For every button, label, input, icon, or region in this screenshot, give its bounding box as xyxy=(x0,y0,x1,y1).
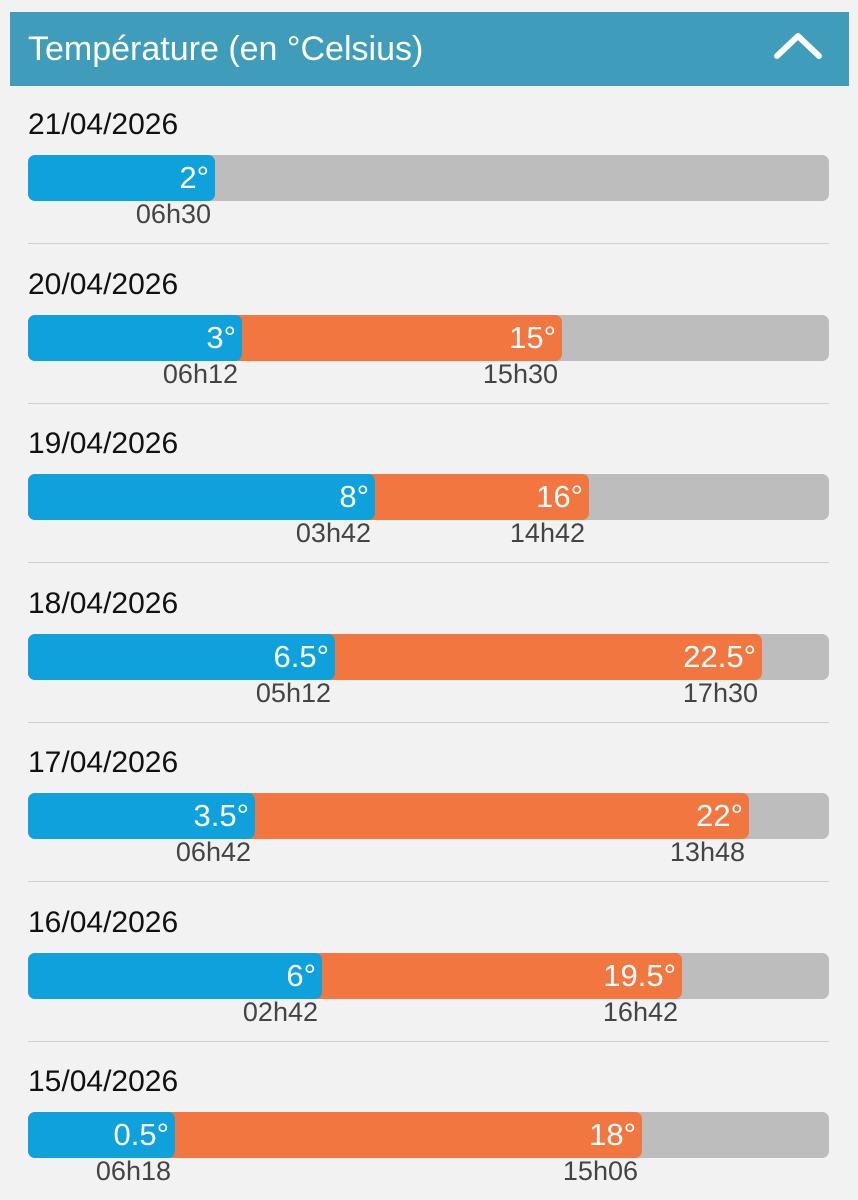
min-temp-segment xyxy=(28,793,255,839)
row-divider xyxy=(28,402,829,404)
min-temp-segment xyxy=(28,1112,175,1158)
min-temp-time: 03h42 xyxy=(295,518,371,548)
row-divider xyxy=(28,721,829,723)
temperature-bar: 15° 3° xyxy=(28,314,829,361)
chevron-up-icon[interactable] xyxy=(773,30,823,60)
max-temp-label: 18° xyxy=(589,1117,636,1152)
max-temp-time: 15h06 xyxy=(562,1156,638,1186)
temperature-panel: Température (en °Celsius) 21/04/2026 2° 06… xyxy=(10,12,849,1200)
min-temp-segment xyxy=(28,155,215,201)
temperature-bar: 2° xyxy=(28,155,829,201)
min-temp-segment xyxy=(28,314,242,361)
day-row: 16/04/2026 19.5° 6° 02h42 16h42 xyxy=(10,884,849,1044)
max-temp-label: 15° xyxy=(509,319,556,355)
min-temp-label: 2° xyxy=(179,160,209,195)
day-row: 20/04/2026 15° 3° 06h12 15h30 xyxy=(10,246,849,406)
day-row: 17/04/2026 22° 3.5° 06h42 13h48 xyxy=(10,724,849,884)
min-temp-time: 06h18 xyxy=(95,1156,171,1186)
min-temp-label: 3° xyxy=(206,319,236,355)
min-temp-time: 06h42 xyxy=(175,837,251,867)
panel-title: Température (en °Celsius) xyxy=(28,30,424,68)
day-date: 20/04/2026 xyxy=(28,267,179,301)
max-temp-label: 22° xyxy=(696,798,743,833)
row-divider xyxy=(28,243,829,244)
min-temp-segment xyxy=(28,474,375,520)
day-row: 19/04/2026 16° 8° 03h42 14h42 xyxy=(10,405,849,565)
min-temp-label: 0.5° xyxy=(113,1117,170,1152)
day-row: 15/04/2026 18° 0.5° 06h18 15h06 xyxy=(10,1043,849,1200)
panel-header[interactable]: Température (en °Celsius) xyxy=(10,12,849,86)
max-temp-time: 14h42 xyxy=(509,518,585,548)
max-temp-label: 19.5° xyxy=(603,957,676,993)
day-row: 21/04/2026 2° 06h30 xyxy=(10,86,849,246)
min-temp-segment xyxy=(28,633,335,680)
max-temp-label: 16° xyxy=(536,479,583,514)
temperature-bar: 19.5° 6° xyxy=(28,952,829,999)
min-temp-label: 6.5° xyxy=(273,638,330,674)
min-temp-label: 8° xyxy=(339,479,369,514)
min-temp-label: 3.5° xyxy=(193,798,250,833)
min-temp-label: 6° xyxy=(286,957,316,993)
row-divider xyxy=(28,562,829,563)
min-temp-time: 05h12 xyxy=(255,677,331,708)
row-divider xyxy=(28,1040,829,1042)
temperature-bar: 16° 8° xyxy=(28,474,829,520)
min-temp-segment xyxy=(28,952,322,999)
day-date: 16/04/2026 xyxy=(28,905,179,939)
max-temp-time: 17h30 xyxy=(682,677,758,708)
row-divider xyxy=(28,881,829,882)
temperature-bar: 18° 0.5° xyxy=(28,1112,829,1158)
day-date: 21/04/2026 xyxy=(28,108,179,141)
temperature-bar: 22.5° 6.5° xyxy=(28,633,829,680)
max-temp-time: 13h48 xyxy=(669,837,745,867)
min-temp-time: 02h42 xyxy=(242,996,318,1027)
day-row: 18/04/2026 22.5° 6.5° 05h12 17h30 xyxy=(10,565,849,725)
max-temp-time: 15h30 xyxy=(482,358,558,389)
max-temp-label: 22.5° xyxy=(683,638,756,674)
day-date: 17/04/2026 xyxy=(28,746,179,779)
temperature-bar: 22° 3.5° xyxy=(28,793,829,839)
day-date: 19/04/2026 xyxy=(28,427,179,460)
min-temp-time: 06h12 xyxy=(162,358,238,389)
min-temp-time: 06h30 xyxy=(135,199,211,229)
max-temp-time: 16h42 xyxy=(602,996,678,1027)
day-date: 15/04/2026 xyxy=(28,1065,179,1098)
day-date: 18/04/2026 xyxy=(28,586,179,620)
